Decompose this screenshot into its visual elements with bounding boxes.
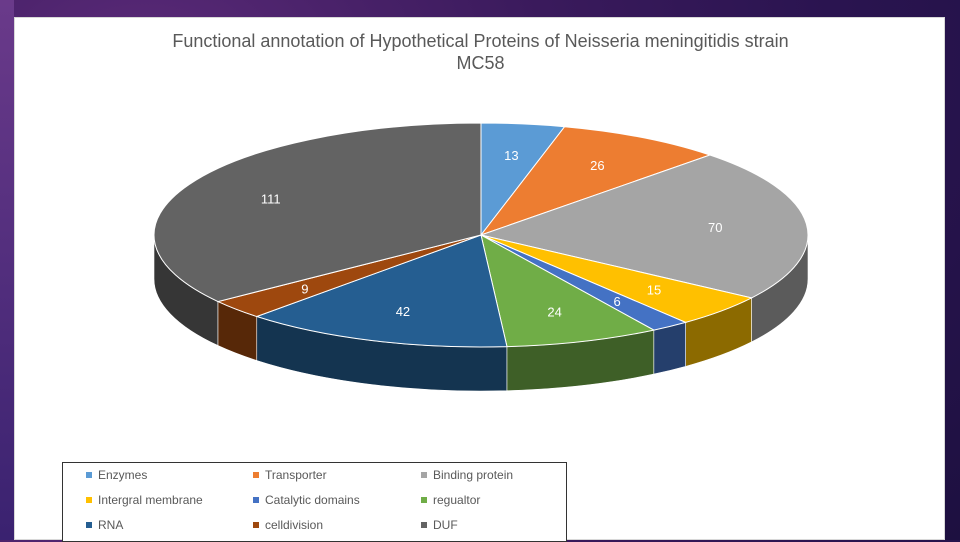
chart-panel: Functional annotation of Hypothetical Pr…	[14, 17, 946, 542]
legend-label: regualtor	[433, 493, 481, 507]
data-label-binding-protein: 70	[708, 220, 722, 235]
legend-label: Binding protein	[433, 468, 514, 482]
legend-item-enzymes: Enzymes	[86, 468, 147, 482]
legend-swatch	[253, 472, 259, 478]
legend-item-regualtor: regualtor	[421, 493, 480, 507]
legend-label: Intergral membrane	[98, 493, 203, 507]
chart-title-line1: Functional annotation of Hypothetical Pr…	[172, 31, 789, 51]
chart-legend: Enzymes Transporter Binding protein Intergr…	[62, 462, 567, 542]
legend-label: Catalytic domains	[265, 493, 360, 507]
pie-slice-regualtor	[480, 234, 656, 348]
legend-swatch	[86, 472, 92, 478]
pie-labels: 13 26 70 15 6 24 42 9 111	[261, 148, 723, 320]
legend-swatch	[253, 497, 259, 503]
legend-label: celldivision	[265, 518, 324, 532]
data-label-transporter: 26	[590, 158, 604, 173]
data-label-celldivision: 9	[301, 282, 308, 297]
data-label-rna: 42	[396, 304, 410, 319]
legend-label: RNA	[98, 518, 124, 532]
legend-label: Enzymes	[98, 468, 148, 482]
legend-swatch	[421, 497, 427, 503]
legend-item-transporter: Transporter	[253, 468, 327, 482]
slide-decoration	[0, 0, 14, 540]
pie-chart: 13 26 70 15 6 24 42 9 111	[153, 122, 809, 392]
legend-swatch	[86, 522, 92, 528]
pie-tops	[153, 122, 809, 348]
legend-item-rna: RNA	[86, 518, 123, 532]
legend-swatch	[421, 522, 427, 528]
pie-side-catalytic-domains	[653, 321, 686, 375]
legend-swatch	[86, 497, 92, 503]
legend-swatch	[421, 472, 427, 478]
legend-item-duf: DUF	[421, 518, 458, 532]
legend-item-intergral-membrane: Intergral membrane	[86, 493, 203, 507]
legend-item-catalytic-domains: Catalytic domains	[253, 493, 360, 507]
data-label-catalytic-domains: 6	[613, 294, 620, 309]
legend-item-binding-protein: Binding protein	[421, 468, 513, 482]
pie-slice-binding-protein	[479, 154, 809, 299]
pie-slice-rna	[255, 234, 508, 348]
chart-title-line2: MC58	[456, 53, 505, 73]
data-label-regualtor: 24	[547, 305, 561, 320]
pie-slice-duf	[153, 122, 482, 303]
legend-swatch	[253, 522, 259, 528]
data-label-intergral-membrane: 15	[647, 283, 661, 298]
legend-label: DUF	[433, 518, 458, 532]
legend-label: Transporter	[265, 468, 327, 482]
pie-slice-transporter	[479, 126, 712, 237]
chart-title: Functional annotation of Hypothetical Pr…	[15, 30, 946, 74]
data-label-duf: 111	[261, 192, 281, 207]
pie-sides	[153, 234, 809, 392]
legend-item-celldivision: celldivision	[253, 518, 323, 532]
data-label-enzymes: 13	[504, 148, 518, 163]
